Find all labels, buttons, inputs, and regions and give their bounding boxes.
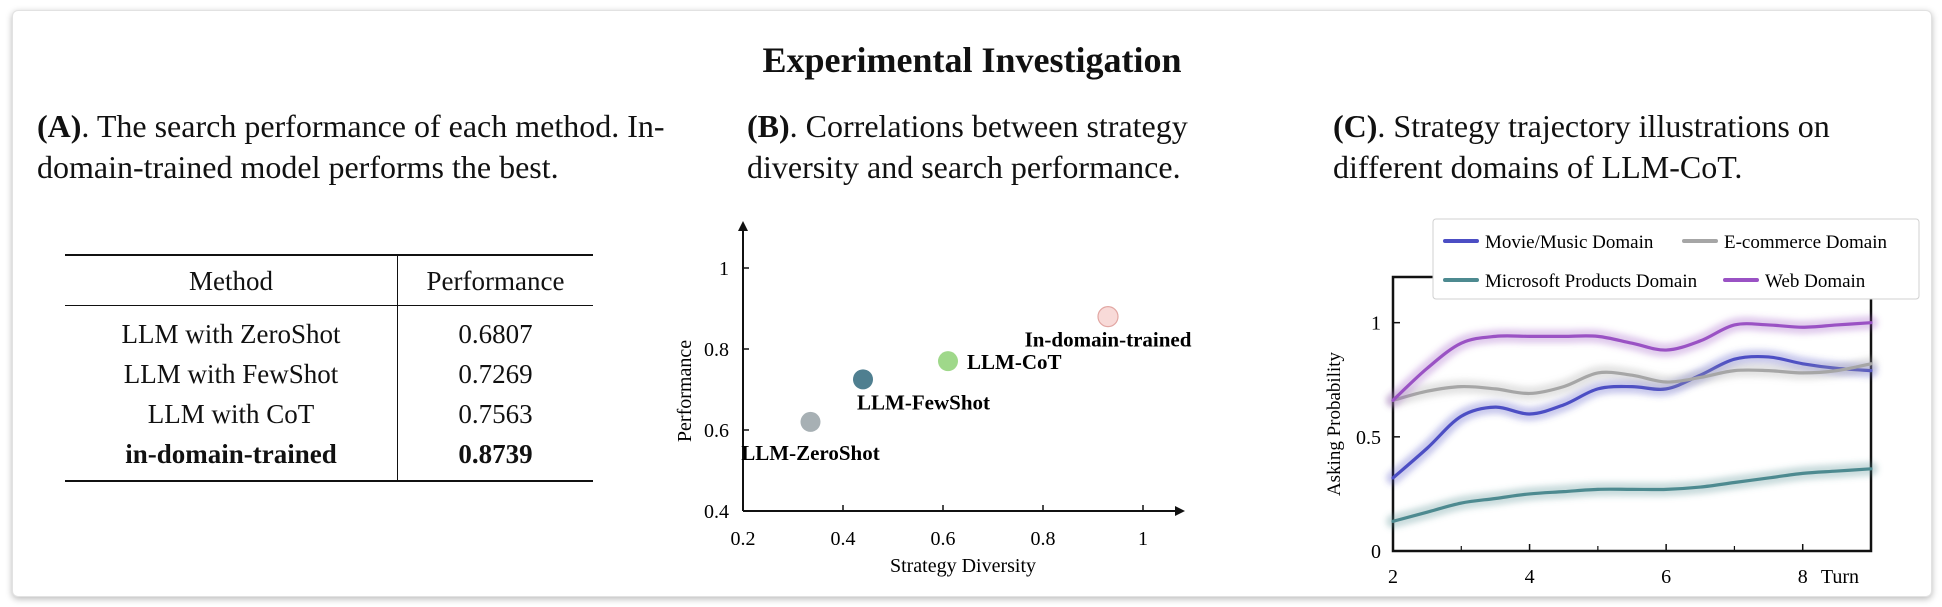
x-axis-label: Turn [1821,566,1859,588]
line-chart: 2 4 6 8 0 0.5 1 Turn Asking Probability Movie/Mus… [1324,218,1920,588]
legend-item: Movie/Music Domain [1443,232,1654,253]
x-tick-label: 0.8 [1031,528,1056,550]
x-tick-label: 0.6 [931,528,956,550]
table-row: LLM with ZeroShot 0.6807 [65,305,593,354]
x-axis-label: Strategy Diversity [890,555,1036,577]
point-label: LLM-CoT [967,350,1062,374]
performance-cell: 0.7269 [458,358,533,389]
performance-cell: 0.8739 [458,438,533,469]
panel-c-caption: (C). Strategy trajectory illustrations o… [1333,106,1913,188]
method-cell: LLM with ZeroShot [65,305,398,354]
panel-a-caption: (A). The search performance of each meth… [37,106,757,188]
x-tick-label: 2 [1388,566,1398,588]
legend-box [1432,218,1920,300]
series-band [1386,461,1878,529]
legend-label: Microsoft Products Domain [1485,271,1698,292]
y-tick-label: 1 [719,258,729,280]
scatter-point [1097,305,1119,328]
header-performance: Performance [397,255,593,306]
point-label: LLM-ZeroShot [741,441,879,465]
legend-item: Microsoft Products Domain [1443,271,1698,292]
x-tick-label: 6 [1661,566,1671,588]
scatter-point [800,411,821,432]
y-tick-label: 0.6 [704,420,729,442]
x-tick-label: 0.4 [831,528,856,550]
x-tick-label: 4 [1525,566,1535,588]
y-tick-label: 0.8 [704,339,729,361]
y-axis-label: Asking Probability [1324,351,1345,496]
method-cell: in-domain-trained [65,434,398,481]
panel-b-caption-text: . Correlations between strategy diversit… [747,108,1188,185]
table-row-best: in-domain-trained 0.8739 [65,434,593,481]
panel-a-tag: (A) [37,108,82,144]
x-tick-label: 0.2 [731,528,756,550]
table-row: LLM with CoT 0.7563 [65,394,593,434]
point-label: In-domain-trained [1025,328,1192,352]
panel-b-tag: (B) [747,108,790,144]
panel-b-caption: (B). Correlations between strategy diver… [747,106,1307,188]
y-tick-label: 0 [1371,541,1381,563]
method-cell: LLM with FewShot [65,354,398,394]
x-tick-label: 1 [1138,528,1148,550]
series-line [1391,362,1873,402]
legend-item: Web Domain [1723,271,1866,292]
scatter-point [938,351,958,372]
y-axis-label: Performance [674,340,696,442]
y-tick-label: 0.5 [1356,427,1381,449]
legend-label: E-commerce Domain [1724,232,1888,253]
legend-label: Web Domain [1765,271,1866,292]
figure-frame: Experimental Investigation (A). The sear… [12,10,1932,597]
series-line [1391,354,1873,480]
legend-label: Movie/Music Domain [1485,232,1654,253]
table-row: LLM with FewShot 0.7269 [65,354,593,394]
y-tick-label: 0.4 [704,501,729,523]
table-header-row: Method Performance [65,255,593,306]
figure-title: Experimental Investigation [762,40,1182,80]
panel-c-caption-text: . Strategy trajectory illustrations on d… [1333,108,1830,185]
series-line [1391,321,1873,402]
series-band [1386,356,1878,408]
performance-table: Method Performance LLM with ZeroShot 0.6… [65,254,593,482]
x-tick-label: 8 [1798,566,1808,588]
legend: Movie/Music Domain E-commerce Domain Micro… [1432,218,1920,300]
header-method: Method [65,255,398,306]
series-line [1391,467,1873,523]
method-cell: LLM with CoT [65,394,398,434]
legend-item: E-commerce Domain [1682,232,1888,253]
point-label: LLM-FewShot [857,390,990,414]
performance-cell: 0.6807 [458,318,533,349]
panel-a-caption-text: . The search performance of each method.… [37,108,665,185]
y-tick-label: 1 [1371,313,1381,335]
panel-c-tag: (C) [1333,108,1378,144]
scatter-point [853,369,873,390]
performance-cell: 0.7563 [458,398,533,429]
